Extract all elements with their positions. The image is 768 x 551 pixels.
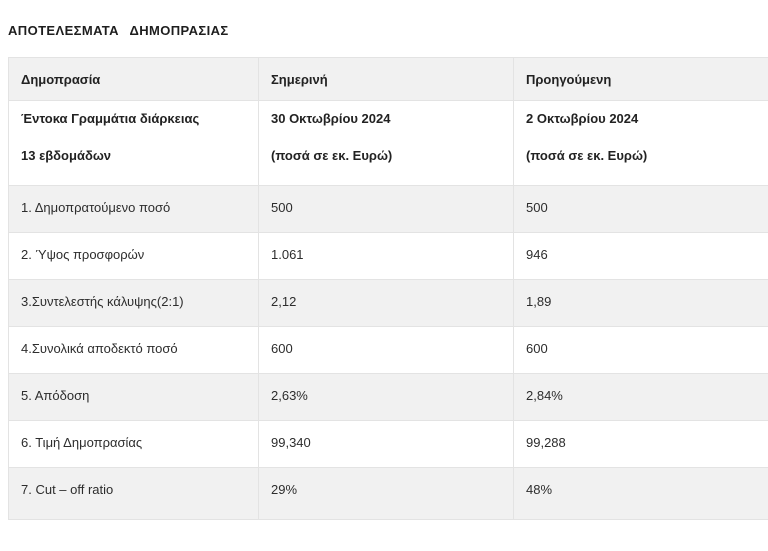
previous-amount-unit-note: (ποσά σε εκ. Ευρώ) [526,148,648,163]
current-value-cell: 600 [258,326,514,374]
table-row: 4.Συνολικά αποδεκτό ποσό 600 600 [8,326,768,374]
table-header-row: Δημοπρασία Σημερινή Προηγούμενη [8,57,768,101]
row-label: 1. Δημοπρατούμενο ποσό [8,185,259,233]
current-value-cell: 500 [258,185,514,233]
previous-value-cell: 500 [513,185,768,233]
current-value-cell: 1.061 [258,232,514,280]
row-label: 2. Ύψος προσφορών [8,232,259,280]
column-header-previous: Προηγούμενη [513,57,768,101]
column-header-current: Σημερινή [258,57,514,101]
current-amount-unit-note: (ποσά σε εκ. Ευρώ) [271,148,393,163]
security-duration-line: 13 εβδομάδων [21,148,112,163]
previous-value-cell: 99,288 [513,420,768,468]
current-value-cell: 2,12 [258,279,514,327]
row-label: 7. Cut – off ratio [8,467,259,520]
row-label: 6. Τιμή Δημοπρασίας [8,420,259,468]
auction-results-table: Δημοπρασία Σημερινή Προηγούμενη Έντοκα Γ… [8,57,768,520]
table-row: 5. Απόδοση 2,63% 2,84% [8,373,768,421]
security-type-line: Έντοκα Γραμμάτια διάρκειας [21,111,200,126]
page-title: ΑΠΟΤΕΛΕΣΜΑΤΑ ΔΗΜΟΠΡΑΣΙΑΣ [8,23,229,38]
previous-value-cell: 946 [513,232,768,280]
current-auction-date: 30 Οκτωβρίου 2024 [271,111,391,126]
previous-auction-date: 2 Οκτωβρίου 2024 [526,111,639,126]
previous-value-cell: 2,84% [513,373,768,421]
subheader-auction-cell: Έντοκα Γραμμάτια διάρκειας 13 εβδομάδων [8,100,259,186]
table-subheader-row: Έντοκα Γραμμάτια διάρκειας 13 εβδομάδων … [8,100,768,186]
table-row: 6. Τιμή Δημοπρασίας 99,340 99,288 [8,420,768,468]
table-row: 3.Συντελεστής κάλυψης(2:1) 2,12 1,89 [8,279,768,327]
current-value-cell: 29% [258,467,514,520]
row-label: 5. Απόδοση [8,373,259,421]
current-value-cell: 99,340 [258,420,514,468]
table-row: 1. Δημοπρατούμενο ποσό 500 500 [8,185,768,233]
row-label: 4.Συνολικά αποδεκτό ποσό [8,326,259,374]
table-row: 2. Ύψος προσφορών 1.061 946 [8,232,768,280]
table-row: 7. Cut – off ratio 29% 48% [8,467,768,520]
row-label: 3.Συντελεστής κάλυψης(2:1) [8,279,259,327]
previous-value-cell: 600 [513,326,768,374]
previous-value-cell: 48% [513,467,768,520]
previous-value-cell: 1,89 [513,279,768,327]
current-value-cell: 2,63% [258,373,514,421]
subheader-previous-cell: 2 Οκτωβρίου 2024 (ποσά σε εκ. Ευρώ) [513,100,768,186]
column-header-auction: Δημοπρασία [8,57,259,101]
subheader-current-cell: 30 Οκτωβρίου 2024 (ποσά σε εκ. Ευρώ) [258,100,514,186]
